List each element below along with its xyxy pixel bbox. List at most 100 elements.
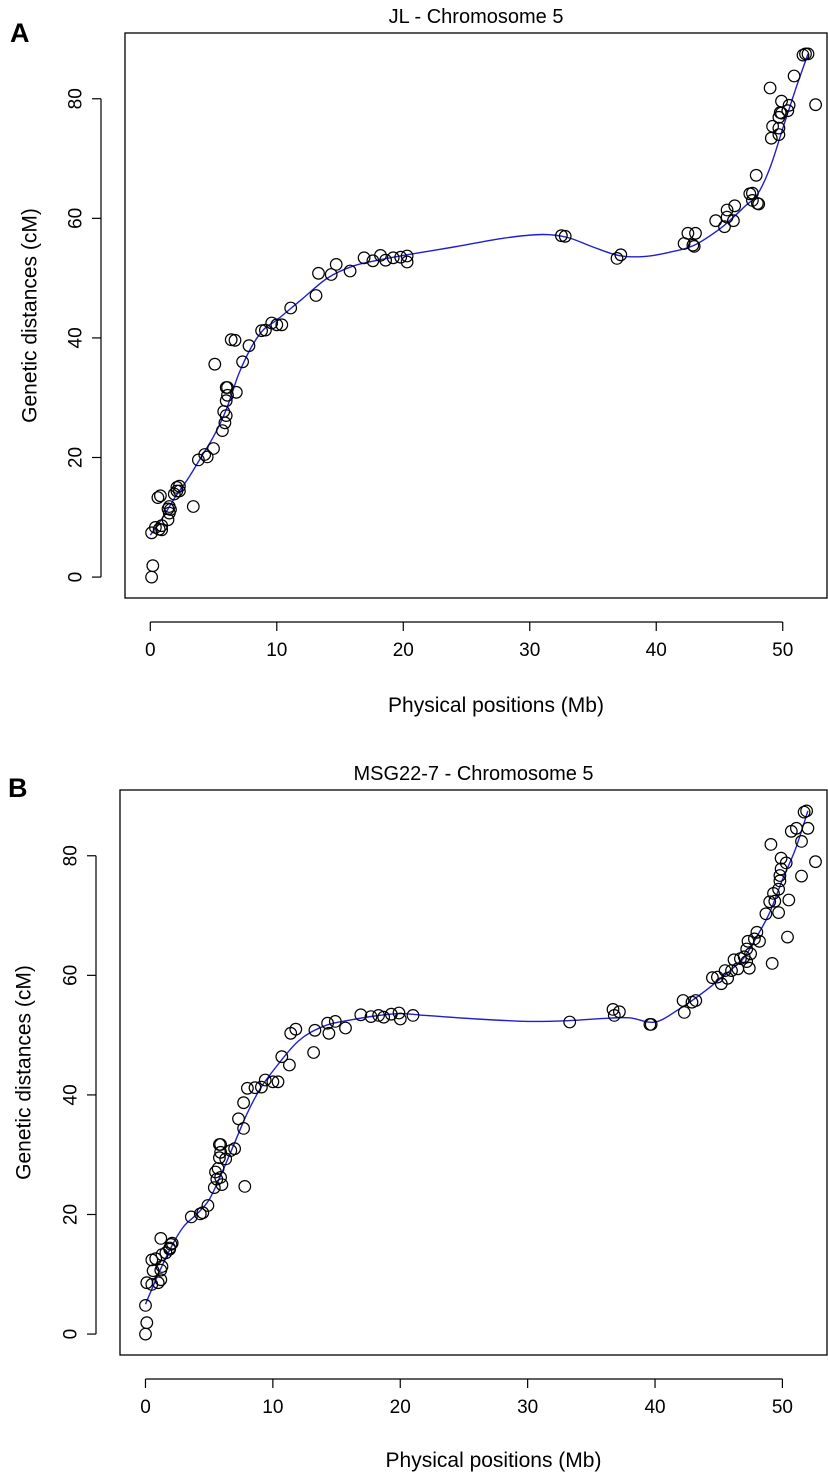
data-point [151,1276,165,1290]
data-point [689,994,703,1007]
data-point [154,1231,168,1245]
data-point [809,98,822,112]
data-point [766,119,779,133]
y-tick-label: 60 [66,208,87,229]
data-point [214,1170,228,1184]
data-point [750,925,764,939]
data-point [266,1075,280,1089]
data-point [284,301,298,315]
data-point [711,970,724,984]
data-point [718,964,732,977]
data-point [215,424,229,438]
data-point [741,934,755,948]
x-tick-label: 50 [772,1397,793,1418]
data-point [215,1178,229,1191]
data-point [172,479,186,493]
y-tick-label: 0 [61,1329,82,1340]
x-tick-label: 20 [393,640,414,661]
x-tick-label: 30 [517,1397,538,1418]
data-point [145,570,159,584]
data-point [392,1006,406,1020]
data-point [270,318,284,332]
plot-a: JL - Chromosome 5 0 10 20 30 40 50 0 20 40 60 80 Phy… [19,6,828,717]
data-point [219,409,233,423]
data-point [211,1162,225,1175]
data-point [161,513,175,527]
data-point [207,442,220,455]
data-point [781,930,794,944]
data-point [773,869,787,882]
data-point [742,961,756,975]
x-tick-label: 40 [644,1397,665,1418]
data-point [339,1021,352,1035]
data-point [400,255,414,269]
data-point [151,491,165,505]
data-point [406,1009,420,1022]
data-point [212,1151,226,1165]
y-tick-label: 60 [61,965,82,986]
data-point [764,131,778,145]
data-point [752,197,766,211]
data-point [740,955,754,968]
data-point [200,450,214,464]
data-point [321,1016,335,1030]
data-point [753,934,766,948]
data-point [248,1081,262,1095]
panel-b-letter: B [8,773,28,803]
data-point [774,851,788,865]
data-point [201,1199,215,1212]
data-point [386,251,400,265]
data-point [687,239,701,253]
x-tick-label: 50 [772,640,793,661]
data-point [307,1046,321,1059]
data-point [746,186,759,200]
data-point [393,1012,407,1026]
data-point [795,869,808,883]
data-point [308,1023,322,1037]
data-point [265,316,279,330]
data-point [400,249,414,263]
data-point [214,1138,228,1151]
data-point [214,1145,228,1159]
data-point [208,357,222,371]
x-tick-label: 40 [646,640,667,661]
data-point [610,251,624,265]
data-point [312,266,325,280]
data-point [765,957,779,970]
data-point [809,855,822,869]
data-point [721,971,734,985]
data-point [224,333,238,347]
data-point [153,489,167,503]
data-point [740,942,754,956]
data-point [162,500,176,513]
data-point [240,1081,254,1095]
data-point [677,1006,691,1019]
data-point [681,226,695,240]
y-tick-label: 80 [66,88,87,109]
data-point [184,1210,198,1224]
data-point [228,333,242,347]
data-point [237,1096,251,1110]
data-point [329,258,343,271]
data-point [283,1058,296,1072]
data-point [775,106,788,120]
smooth-fit-curve [149,53,809,536]
chart-title: MSG22-7 - Chromosome 5 [353,763,593,785]
data-point [772,906,785,919]
plot-frame [124,32,828,599]
x-axis-label: Physical positions (Mb) [386,1449,602,1472]
data-point [772,121,786,135]
data-point [140,1316,154,1330]
y-tick-label: 80 [61,845,82,866]
data-point [720,203,734,217]
data-point [689,226,702,240]
y-tick-label: 20 [66,447,87,468]
plot-frame [119,789,828,1356]
panel-a: A JL - Chromosome 5 0 10 20 30 40 50 0 20 40 60 80 P… [10,6,828,717]
data-point [238,1179,252,1193]
data-point [763,81,777,95]
data-point [154,1273,168,1287]
data-point [237,1121,251,1135]
y-tick-label: 0 [66,572,87,583]
data-point [744,947,757,961]
